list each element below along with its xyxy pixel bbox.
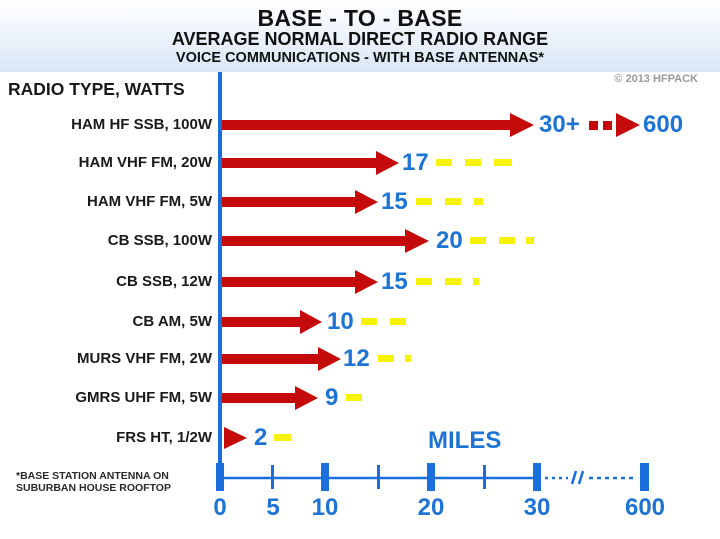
category-label: HAM VHF FM, 20W xyxy=(78,154,212,171)
value-label: 10 xyxy=(327,308,354,335)
x-axis-title: MILES xyxy=(428,427,502,454)
range-arrow xyxy=(222,386,318,410)
extension-dashes xyxy=(416,278,479,285)
copyright-notice: © 2013 HFPACK xyxy=(614,73,698,85)
extension-dashes xyxy=(416,198,483,205)
chart-header: BASE - TO - BASE AVERAGE NORMAL DIRECT R… xyxy=(0,0,720,72)
value-label: 12 xyxy=(343,345,370,372)
extension-dashes xyxy=(346,394,362,401)
range-arrow xyxy=(222,310,322,334)
category-label: CB SSB, 100W xyxy=(107,232,212,249)
range-arrow xyxy=(222,113,640,137)
value-label: 20 xyxy=(436,227,463,254)
x-tick-label: 600 xyxy=(624,494,666,521)
range-arrow xyxy=(224,427,247,449)
x-tick-label: 0 xyxy=(213,494,227,521)
extension-dashes xyxy=(361,318,406,325)
x-tick-label: 20 xyxy=(417,494,445,521)
extension-dashes xyxy=(470,237,534,244)
footnote-line: *BASE STATION ANTENNA ON xyxy=(16,470,169,482)
value-label: 30+ xyxy=(539,111,580,138)
chart-subtitle: AVERAGE NORMAL DIRECT RADIO RANGE xyxy=(171,29,549,49)
chart-title: BASE - TO - BASE xyxy=(257,5,463,31)
category-label: GMRS UHF FM, 5W xyxy=(75,389,212,406)
value-label: 9 xyxy=(325,384,339,411)
value-label: 15 xyxy=(381,268,408,295)
category-label: MURS VHF FM, 2W xyxy=(77,350,212,367)
value-label: 15 xyxy=(381,188,408,215)
x-tick-label: 5 xyxy=(266,494,280,521)
value-label-extended: 600 xyxy=(643,111,684,138)
category-label: HAM VHF FM, 5W xyxy=(87,193,212,210)
y-axis-line xyxy=(218,72,222,480)
value-label: 17 xyxy=(402,149,429,176)
chart-subtitle-2: VOICE COMMUNICATIONS - WITH BASE ANTENNA… xyxy=(175,50,545,66)
footnote-line: SUBURBAN HOUSE ROOFTOP xyxy=(16,482,171,494)
x-axis xyxy=(216,463,649,491)
category-label: CB SSB, 12W xyxy=(116,273,212,290)
x-tick-label: 30 xyxy=(523,494,551,521)
value-label: 2 xyxy=(254,424,268,451)
range-arrow xyxy=(222,347,341,371)
range-arrow xyxy=(222,229,429,253)
extension-dashes xyxy=(274,434,291,441)
category-label: HAM HF SSB, 100W xyxy=(71,116,212,133)
footnote: *BASE STATION ANTENNA ON SUBURBAN HOUSE … xyxy=(16,470,171,494)
range-arrow xyxy=(222,270,378,294)
extension-dashes xyxy=(378,355,411,362)
range-arrow xyxy=(222,151,399,175)
extension-dashes xyxy=(436,159,512,166)
range-arrow xyxy=(222,190,378,214)
y-axis-title: RADIO TYPE, WATTS xyxy=(8,79,185,99)
category-label: FRS HT, 1/2W xyxy=(116,429,212,446)
category-label: CB AM, 5W xyxy=(132,313,212,330)
x-tick-label: 10 xyxy=(311,494,339,521)
